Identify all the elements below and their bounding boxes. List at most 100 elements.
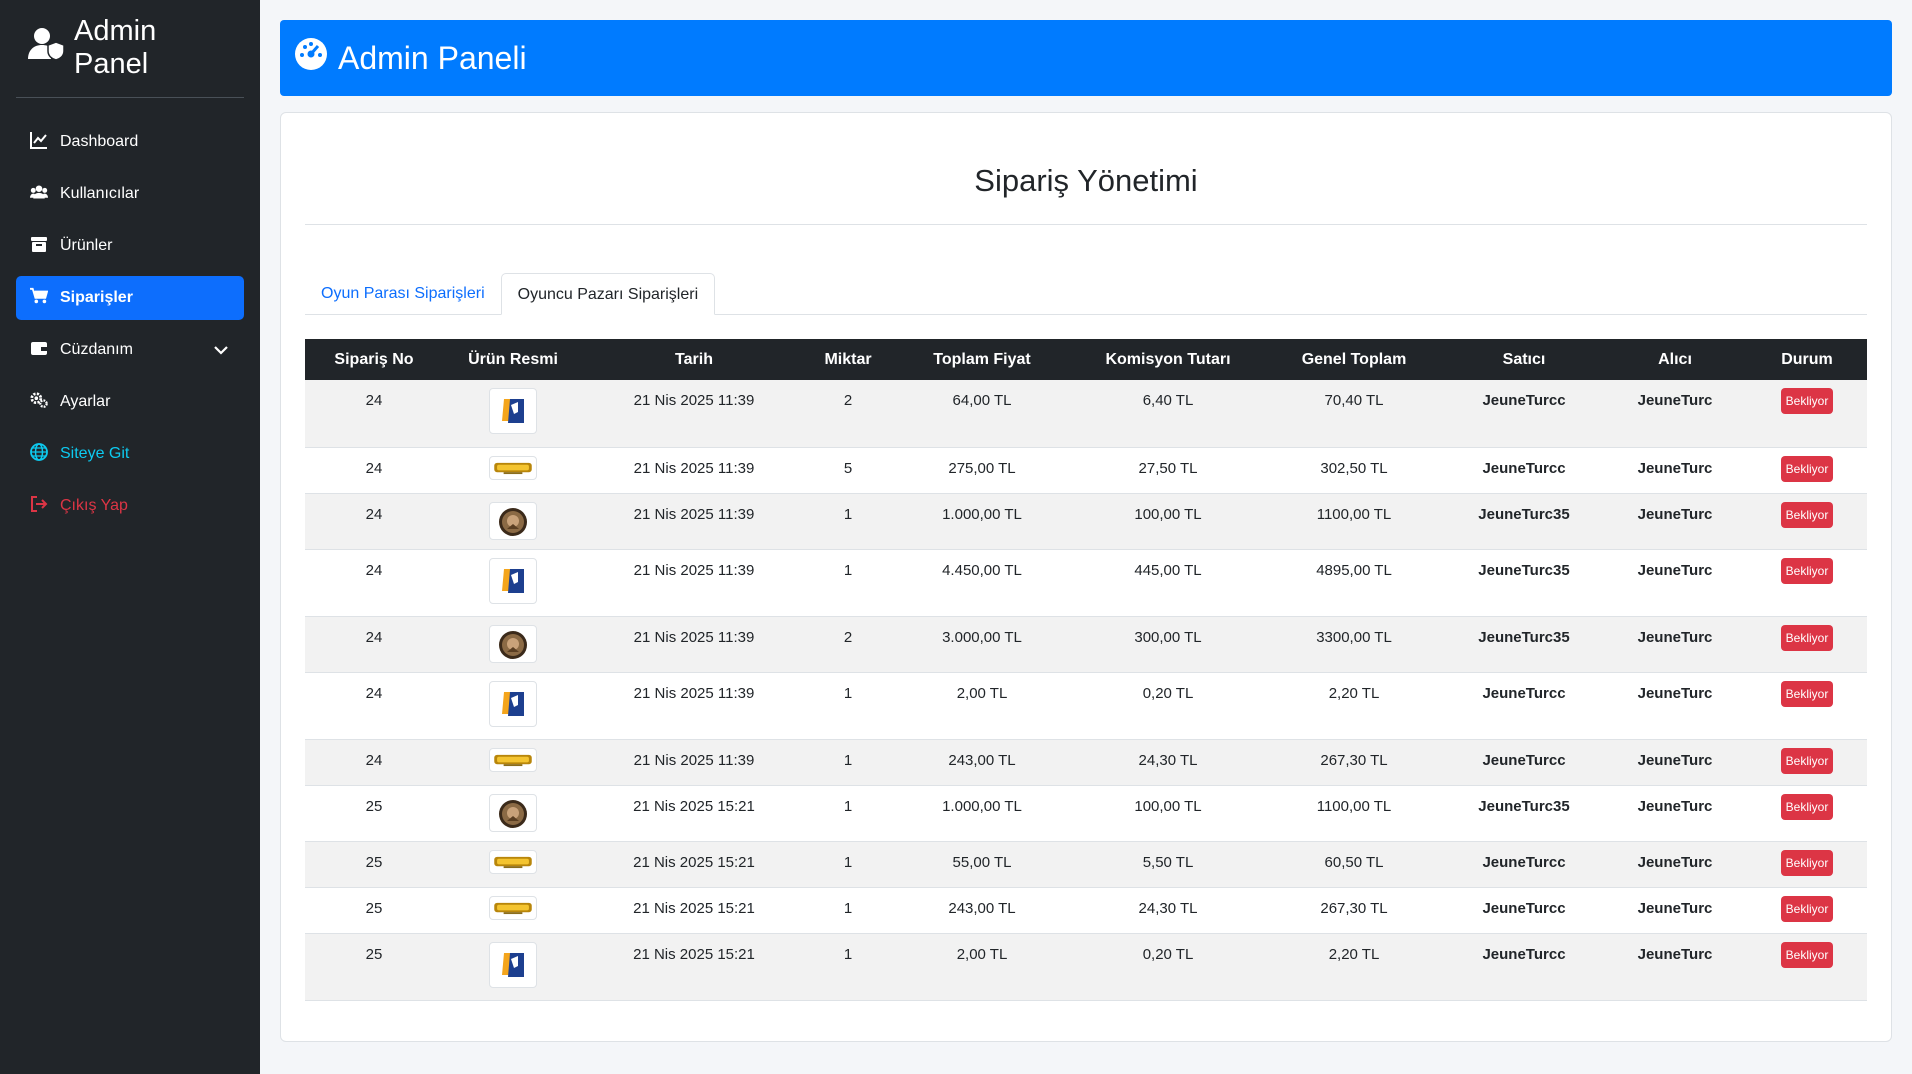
table-row[interactable]: 24 21 Nis 2025 11:39 1 2,00 TL 0,20 TL 2,20 T… [305, 672, 1867, 740]
table-row[interactable]: 24 21 Nis 2025 11:39 1 1.000,00 TL 100,00 TL… [305, 493, 1867, 550]
status-cell: Bekliyor [1747, 785, 1867, 842]
status-badge[interactable]: Bekliyor [1780, 557, 1834, 584]
product-image-cell [443, 785, 583, 842]
status-badge[interactable]: Bekliyor [1780, 895, 1834, 922]
status-cell: Bekliyor [1747, 493, 1867, 550]
header-bar: Admin Paneli [280, 20, 1892, 96]
sidebar-item-label: Ayarlar [60, 393, 111, 410]
gold-logo-image [489, 747, 537, 772]
sidebar-item-orders[interactable]: Siparişler [16, 276, 244, 320]
quantity: 1 [805, 739, 891, 786]
table-row[interactable]: 24 21 Nis 2025 11:39 2 3.000,00 TL 300,00 TL… [305, 616, 1867, 673]
seller-name: JeuneTurcc [1445, 933, 1603, 1001]
seller-name: JeuneTurc35 [1445, 493, 1603, 550]
seller-name: JeuneTurcc [1445, 380, 1603, 448]
product-image-cell [443, 933, 583, 1001]
sidebar-item-products[interactable]: Ürünler [16, 224, 244, 268]
knight-logo-image [489, 680, 537, 727]
table-row[interactable]: 24 21 Nis 2025 11:39 1 243,00 TL 24,30 TL 267… [305, 739, 1867, 786]
table-row[interactable]: 25 21 Nis 2025 15:21 1 1.000,00 TL 100,00 TL… [305, 785, 1867, 842]
order-date: 21 Nis 2025 15:21 [583, 785, 805, 842]
status-cell: Bekliyor [1747, 549, 1867, 617]
total-price: 55,00 TL [891, 841, 1073, 888]
status-badge[interactable]: Bekliyor [1780, 624, 1834, 651]
grand-total: 2,20 TL [1263, 933, 1445, 1001]
orders-table-body: 24 21 Nis 2025 11:39 2 64,00 TL 6,40 TL 70,40… [305, 380, 1867, 1001]
order-date: 21 Nis 2025 11:39 [583, 447, 805, 494]
buyer-name: JeuneTurc [1603, 933, 1747, 1001]
product-image-cell [443, 493, 583, 550]
quantity: 1 [805, 785, 891, 842]
seller-name: JeuneTurcc [1445, 672, 1603, 740]
table-header-row: Sipariş No Ürün Resmi Tarih Miktar Topla… [305, 339, 1867, 380]
table-row[interactable]: 24 21 Nis 2025 11:39 5 275,00 TL 27,50 TL 302… [305, 447, 1867, 494]
status-badge[interactable]: Bekliyor [1780, 501, 1834, 528]
status-badge[interactable]: Bekliyor [1780, 680, 1834, 707]
status-cell: Bekliyor [1747, 672, 1867, 740]
column-header: Genel Toplam [1301, 350, 1407, 368]
sidebar-item-label: Çıkış Yap [60, 497, 128, 514]
commission-amount: 24,30 TL [1073, 739, 1263, 786]
sidebar-item-visit-site[interactable]: Siteye Git [16, 432, 244, 476]
chevron-down-icon[interactable] [212, 341, 230, 359]
table-row[interactable]: 25 21 Nis 2025 15:21 1 55,00 TL 5,50 TL 60,50… [305, 841, 1867, 888]
sidebar-item-logout[interactable]: Çıkış Yap [16, 484, 244, 528]
commission-amount: 100,00 TL [1073, 785, 1263, 842]
header-title: Admin Paneli [338, 39, 527, 76]
logout-icon [30, 495, 48, 518]
table-row[interactable]: 24 21 Nis 2025 11:39 2 64,00 TL 6,40 TL 70,40… [305, 380, 1867, 448]
seller-name: JeuneTurc35 [1445, 785, 1603, 842]
seller-name: JeuneTurcc [1445, 841, 1603, 888]
sidebar-item-label: Ürünler [60, 237, 113, 254]
total-price: 3.000,00 TL [891, 616, 1073, 673]
total-price: 243,00 TL [891, 887, 1073, 934]
column-header: Toplam Fiyat [933, 350, 1031, 368]
status-badge[interactable]: Bekliyor [1780, 849, 1834, 876]
status-badge[interactable]: Bekliyor [1780, 747, 1834, 774]
status-badge[interactable]: Bekliyor [1780, 793, 1834, 820]
gears-icon [30, 391, 48, 414]
sidebar-item-label: Dashboard [60, 133, 139, 150]
order-date: 21 Nis 2025 15:21 [583, 841, 805, 888]
status-badge[interactable]: Bekliyor [1780, 941, 1834, 968]
product-image-cell [443, 887, 583, 934]
sidebar-item-wallet[interactable]: Cüzdanım [16, 328, 244, 372]
table-row[interactable]: 24 21 Nis 2025 11:39 1 4.450,00 TL 445,00 TL… [305, 549, 1867, 617]
page-title: Sipariş Yönetimi [305, 113, 1867, 225]
grand-total: 1100,00 TL [1263, 493, 1445, 550]
status-badge[interactable]: Bekliyor [1780, 388, 1834, 414]
order-number: 24 [305, 549, 443, 617]
sidebar-item-label: Kullanıcılar [60, 185, 140, 202]
grand-total: 4895,00 TL [1263, 549, 1445, 617]
column-header: Miktar [824, 350, 872, 368]
total-price: 1.000,00 TL [891, 493, 1073, 550]
status-badge[interactable]: Bekliyor [1780, 455, 1834, 482]
quantity: 1 [805, 841, 891, 888]
commission-amount: 5,50 TL [1073, 841, 1263, 888]
quantity: 1 [805, 672, 891, 740]
sidebar-item-dashboard[interactable]: Dashboard [16, 120, 244, 164]
orders-table: Sipariş No Ürün Resmi Tarih Miktar Topla… [305, 339, 1867, 1001]
order-number: 25 [305, 841, 443, 888]
table-row[interactable]: 25 21 Nis 2025 15:21 1 243,00 TL 24,30 TL 267… [305, 887, 1867, 934]
brand: Admin Panel [16, 15, 244, 98]
round-logo-image [489, 501, 537, 540]
product-image-cell [443, 672, 583, 740]
status-cell: Bekliyor [1747, 739, 1867, 786]
grand-total: 3300,00 TL [1263, 616, 1445, 673]
sidebar-item-settings[interactable]: Ayarlar [16, 380, 244, 424]
tab-game-currency-orders[interactable]: Oyun Parası Siparişleri [321, 285, 485, 302]
users-icon [30, 183, 48, 206]
column-header: Ürün Resmi [468, 350, 558, 368]
buyer-name: JeuneTurc [1603, 785, 1747, 842]
buyer-name: JeuneTurc [1603, 380, 1747, 448]
quantity: 1 [805, 493, 891, 550]
sidebar-item-users[interactable]: Kullanıcılar [16, 172, 244, 216]
tab-player-market-orders[interactable]: Oyuncu Pazarı Siparişleri [500, 273, 716, 315]
table-row[interactable]: 25 21 Nis 2025 15:21 1 2,00 TL 0,20 TL 2,20 T… [305, 933, 1867, 1001]
gold-logo-image [489, 895, 537, 920]
buyer-name: JeuneTurc [1603, 549, 1747, 617]
gold-logo-image [489, 849, 537, 874]
commission-amount: 0,20 TL [1073, 672, 1263, 740]
buyer-name: JeuneTurc [1603, 616, 1747, 673]
